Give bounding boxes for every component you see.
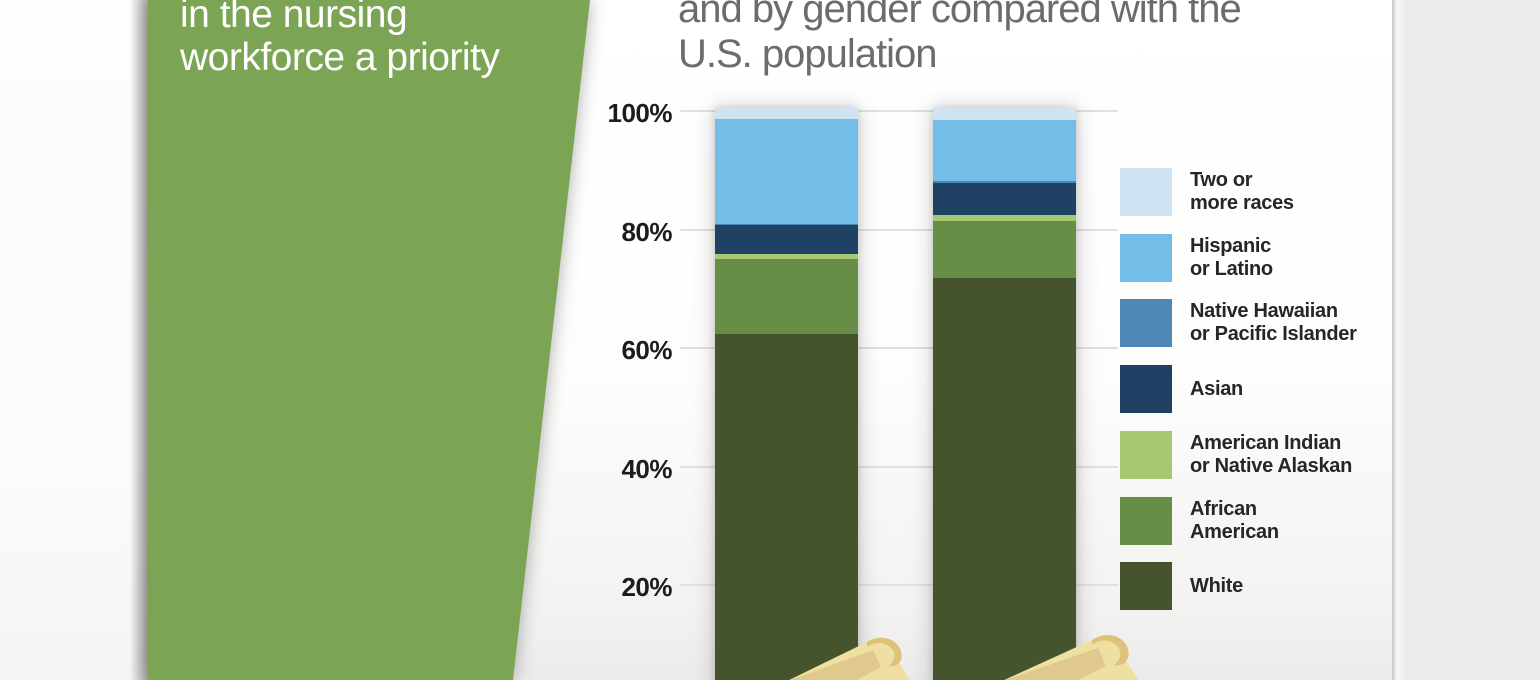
bar-segment [933, 215, 1076, 222]
gridline [680, 465, 1118, 468]
legend-label: American Indian or Native Alaskan [1190, 432, 1352, 478]
bar-segment [715, 225, 858, 255]
gridline [680, 228, 1118, 231]
legend-swatch [1120, 299, 1172, 348]
green-panel: in the nursing workforce a priority [148, 0, 590, 680]
legend-label-line: White [1190, 574, 1243, 597]
bar-segment [933, 180, 1076, 184]
legend-label-line: more races [1190, 192, 1294, 214]
legend-label: Two or more races [1190, 169, 1294, 215]
y-axis-label: 60% [621, 335, 672, 365]
bar-segment [933, 119, 1076, 181]
chart-title-line-2: U.S. population [678, 32, 938, 76]
legend-swatch [1120, 430, 1172, 479]
y-axis-label: 80% [621, 216, 672, 247]
legend-swatch [1120, 496, 1172, 545]
gridline [680, 347, 1118, 349]
legend-item: White [1120, 562, 1243, 611]
legend-item: Two or more races [1120, 168, 1294, 216]
green-panel-left-shadow [130, 0, 148, 680]
bar-segment [933, 221, 1076, 279]
legend-swatch [1120, 233, 1172, 282]
legend-label-line: Hispanic [1190, 234, 1271, 257]
legend-item: American Indian or Native Alaskan [1120, 430, 1352, 479]
legend-item: Native Hawaiian or Pacific Islander [1120, 299, 1357, 348]
legend-label: African American [1190, 498, 1279, 544]
bar-segment [715, 224, 858, 226]
chart-title-line-1: and by gender compared with the [678, 0, 1242, 31]
legend-label: Hispanic or Latino [1190, 235, 1273, 281]
legend-label-line: American Indian [1190, 431, 1342, 454]
chart-panel [460, 0, 1392, 680]
legend-item: African American [1120, 496, 1279, 545]
legend-item: Asian [1120, 365, 1243, 414]
legend-item: Hispanic or Latino [1120, 233, 1273, 282]
green-panel-line-1: in the nursing [180, 0, 408, 36]
bar-1 [715, 108, 858, 680]
legend-label-line: or Native Alaskan [1190, 454, 1353, 477]
legend-label-line: American [1190, 520, 1279, 543]
bar-segment [715, 119, 858, 225]
legend-label-line: or Pacific Islander [1190, 323, 1357, 346]
legend-label-line: Native Hawaiian [1190, 300, 1338, 323]
y-axis-label: 100% [607, 98, 673, 128]
bar-segment [715, 334, 858, 680]
legend-label: Asian [1190, 378, 1243, 401]
gridline [680, 110, 1118, 112]
chart-title: and by gender compared with the U.S. pop… [678, 0, 1242, 77]
green-panel-line-2: workforce a priority [180, 36, 500, 79]
bar-segment [715, 254, 858, 260]
bar-segment [933, 278, 1076, 680]
y-axis-label: 40% [621, 453, 672, 484]
legend-label: White [1190, 575, 1243, 598]
legend-swatch [1120, 168, 1172, 216]
chart-panel-right-edge [1392, 0, 1406, 680]
gridline [680, 584, 1118, 586]
y-axis-label: 20% [621, 572, 672, 602]
legend-label-line: Asian [1190, 377, 1243, 400]
legend-swatch [1120, 562, 1172, 611]
legend-label-line: Two or [1190, 169, 1253, 191]
bar-segment [715, 108, 858, 120]
green-panel-wrap: in the nursing workforce a priority [148, 0, 600, 680]
legend-label-line: or Latino [1190, 257, 1273, 280]
legend-swatch [1120, 365, 1172, 414]
bar2-paper-curl-decoration [1004, 634, 1139, 680]
bar1-paper-curl-decoration [789, 637, 910, 680]
bar-2 [933, 108, 1076, 680]
bar-segment [933, 183, 1076, 216]
green-panel-text: in the nursing workforce a priority [180, 0, 500, 79]
bar-segment [715, 259, 858, 335]
legend-label: Native Hawaiian or Pacific Islander [1190, 300, 1357, 346]
page-left-margin [0, 0, 148, 680]
bar-segment [933, 108, 1076, 120]
legend-label-line: African [1190, 497, 1257, 520]
